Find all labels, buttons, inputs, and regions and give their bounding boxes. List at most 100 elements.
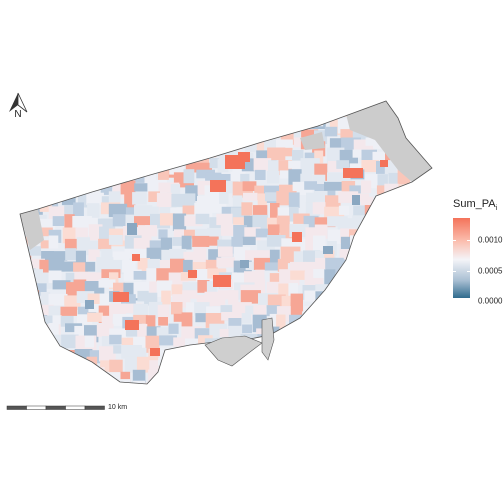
- map-cell: [209, 370, 220, 384]
- map-cell: [290, 261, 306, 273]
- map-cell: [372, 269, 384, 286]
- map-cell: [240, 130, 252, 148]
- map-cell: [327, 347, 343, 364]
- map-cell: [362, 370, 382, 380]
- map-cell: [337, 317, 356, 330]
- map-cell: [89, 161, 100, 170]
- map-cell: [425, 138, 432, 153]
- map-cell: [414, 305, 432, 318]
- map-cell: [312, 235, 326, 251]
- map-cell: [98, 279, 116, 288]
- map-cell: [254, 279, 266, 294]
- map-cell: [384, 160, 397, 177]
- map-cell: [352, 215, 369, 229]
- map-cell: [99, 346, 116, 362]
- map-cell: [267, 147, 286, 161]
- map-cell: [338, 305, 359, 314]
- map-cell: [62, 383, 77, 384]
- map-cell: [301, 348, 314, 361]
- map-cell: [20, 334, 32, 352]
- map-cell: [144, 172, 156, 187]
- map-cell: [396, 101, 412, 110]
- map-cell: [364, 272, 376, 284]
- map-cell: [397, 291, 410, 303]
- no-data-region: [20, 209, 44, 250]
- map-cell: [48, 101, 61, 111]
- map-cell: [217, 246, 233, 257]
- map-cell: [73, 370, 85, 384]
- map-cell: [411, 213, 422, 225]
- map-cell: [292, 371, 309, 384]
- map-cell: [399, 224, 413, 237]
- map-cell: [63, 180, 74, 194]
- map-cell: [241, 313, 251, 324]
- map-cell: [108, 235, 123, 245]
- map-cell: [375, 336, 387, 347]
- map-cell: [438, 283, 448, 293]
- map-cell: [20, 295, 32, 312]
- map-cell: [364, 235, 382, 252]
- map-cell: [206, 281, 217, 295]
- map-cell: [348, 295, 369, 307]
- map-cell: [325, 195, 341, 208]
- map-cell: [52, 116, 67, 128]
- map-cell: [148, 118, 167, 131]
- scale-bar-label: 10 km: [108, 404, 128, 411]
- map-cell: [183, 259, 193, 274]
- map-cell: [269, 249, 280, 267]
- map-cell: [183, 169, 195, 184]
- map-cell: [242, 181, 257, 191]
- map-cell: [112, 251, 130, 261]
- map-cell: [20, 126, 30, 136]
- map-cell: [159, 335, 177, 346]
- map-cell: [301, 104, 322, 116]
- map-cell: [269, 378, 281, 384]
- map-cell: [315, 317, 336, 328]
- map-cell: [98, 238, 112, 250]
- map-cell: [86, 381, 107, 384]
- map-cell: [48, 258, 65, 272]
- map-cell: [77, 192, 88, 208]
- map-cell: [137, 290, 149, 302]
- map-cell: [315, 358, 329, 367]
- map-cell: [240, 118, 251, 128]
- map-cell: [218, 290, 235, 300]
- map-cell: [73, 202, 84, 218]
- map-cell: [160, 372, 173, 384]
- map-cell: [192, 136, 212, 149]
- map-cell: [279, 345, 297, 360]
- map-cell: [409, 345, 428, 363]
- map-cell: [412, 249, 428, 263]
- map-cell: [267, 224, 280, 238]
- map-cell: [386, 360, 398, 378]
- map-cell: [229, 106, 249, 122]
- map-cell: [348, 317, 368, 334]
- map-cell: [281, 147, 293, 157]
- map-cell: [64, 295, 81, 310]
- map-cell: [108, 104, 129, 118]
- map-cell: [113, 282, 125, 298]
- map-cell: [245, 101, 267, 109]
- map-cell: [340, 236, 359, 249]
- map-cell: [185, 378, 196, 384]
- map-cell: [65, 357, 84, 371]
- map-cell: [38, 347, 56, 357]
- map-cell: [48, 323, 59, 335]
- map-cell: [301, 101, 317, 104]
- map-cell: [423, 328, 432, 343]
- map-cell: [434, 104, 452, 112]
- map-cell: [375, 347, 395, 358]
- map-cell: [413, 279, 432, 294]
- map-cell: [183, 251, 196, 268]
- map-cell: [48, 130, 64, 145]
- map-cell: [268, 101, 280, 112]
- map-cell: [25, 158, 45, 168]
- map-cell: [276, 314, 286, 330]
- map-cell: [266, 369, 287, 380]
- map-cell: [75, 173, 96, 187]
- map-cell: [278, 368, 296, 382]
- map-cell: [325, 326, 336, 336]
- map-cell: [413, 130, 432, 140]
- map-cell: [374, 323, 386, 332]
- map-cell: [216, 213, 233, 226]
